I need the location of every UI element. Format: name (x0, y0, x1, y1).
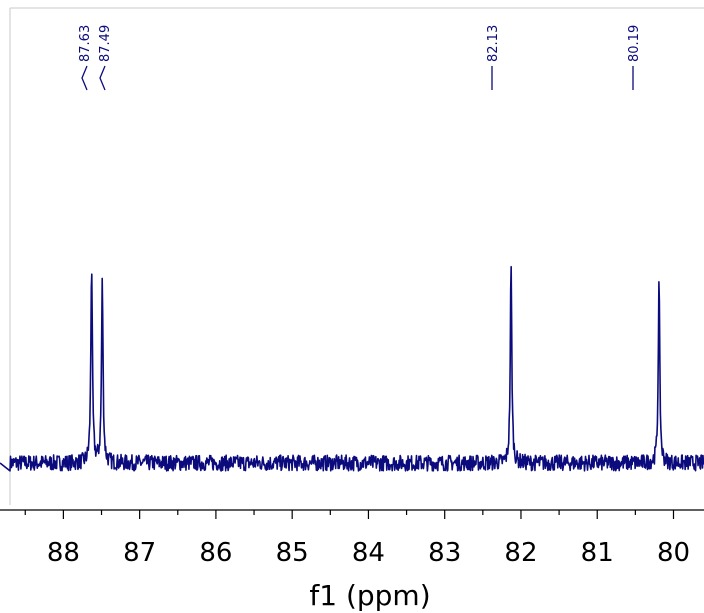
peak-label-80-19: 80.19 (627, 25, 642, 62)
x-tick-label: 86 (199, 538, 232, 568)
x-axis-title: f1 (ppm) (309, 579, 430, 612)
spectrum-series (0, 265, 704, 472)
spectrum-trace (0, 265, 704, 472)
peak-leader-87-49 (99, 65, 106, 91)
peak-labels: 87.63 87.49 82.13 80.19 (78, 25, 642, 91)
x-tick-label: 87 (123, 538, 156, 568)
x-tick-label: 88 (47, 538, 80, 568)
x-tick-label: 85 (276, 538, 309, 568)
peak-leader-87-63 (81, 65, 88, 91)
x-tick-label: 83 (428, 538, 461, 568)
plot-frame (9, 7, 704, 505)
x-axis: 88 87 86 85 84 83 82 81 80 (0, 509, 704, 568)
peak-label-82-13: 82.13 (486, 25, 501, 62)
x-tick-label: 80 (657, 538, 690, 568)
x-tick-label: 81 (581, 538, 614, 568)
x-tick-label: 82 (504, 538, 537, 568)
x-tick-label: 84 (352, 538, 385, 568)
peak-label-87-49: 87.49 (98, 25, 113, 62)
peak-label-87-63: 87.63 (78, 25, 93, 62)
